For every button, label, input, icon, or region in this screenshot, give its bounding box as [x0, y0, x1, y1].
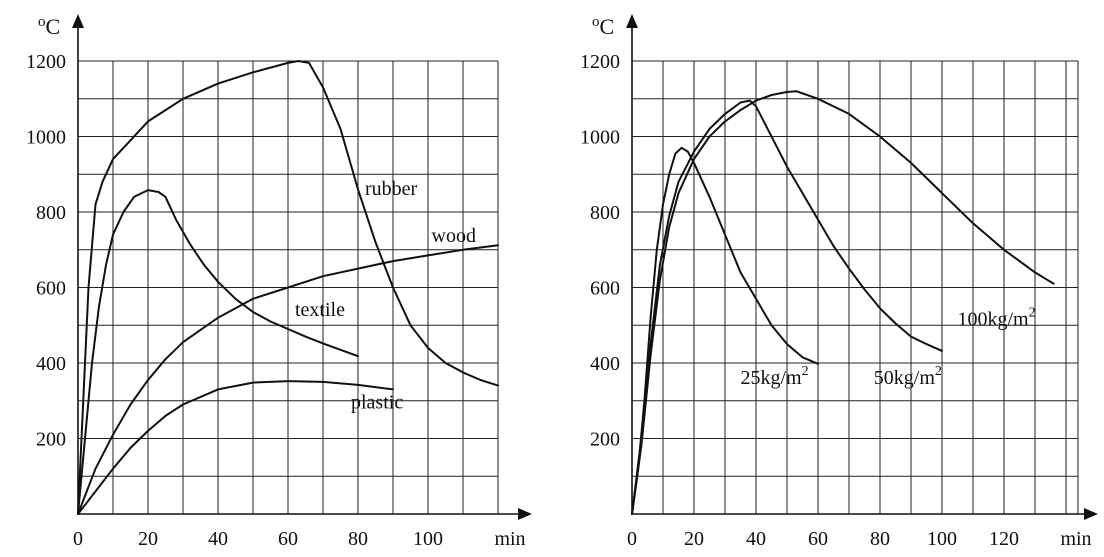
left-x-tick-label: 80	[348, 528, 368, 550]
left-y-tick-label: 1000	[26, 127, 66, 149]
left-series-label-text: plastic	[351, 391, 403, 413]
right-y-tick-label: 600	[590, 278, 620, 300]
left-y-tick-label: 200	[36, 429, 66, 451]
left-series-wood	[77, 244, 499, 515]
left-series-label: rubber	[365, 178, 418, 200]
left-x-tick-label: 0	[73, 528, 83, 550]
right-series-label: 100kg/m2	[958, 305, 1036, 330]
left-y-tick-label: 800	[36, 202, 66, 224]
left-x-tick-label: 40	[208, 528, 228, 550]
right-series-label-super: 2	[802, 364, 809, 379]
right-grid	[632, 60, 1079, 514]
left-series-rubber	[77, 60, 499, 515]
right-x-axis-arrow-icon	[1084, 508, 1098, 520]
left-series-label: textile	[295, 299, 345, 321]
left-series-plastic	[77, 380, 394, 515]
left-y-tick-label: 400	[36, 353, 66, 375]
right-x-tick-label: 80	[870, 528, 890, 550]
right-x-tick-label: 40	[746, 528, 766, 550]
right-y-axis-label-main: C	[600, 14, 615, 39]
right-x-tick-label: 100	[927, 528, 957, 550]
left-x-axis-label: min	[494, 528, 525, 550]
right-series-label-super: 2	[1029, 305, 1036, 320]
right-y-tick-label: 800	[590, 202, 620, 224]
left-x-axis-arrow-icon	[518, 508, 532, 520]
left-series-label-text: wood	[432, 225, 476, 247]
right-x-tick-label: 120	[989, 528, 1019, 550]
right-y-tick-label: 400	[590, 353, 620, 375]
left-series-label-text: rubber	[365, 178, 418, 200]
right-series-50kg-m2	[631, 99, 943, 515]
right-y-axis-label: oC	[592, 14, 614, 39]
left-y-axis-label-main: C	[46, 14, 61, 39]
left-series-label: wood	[432, 225, 476, 247]
left-series-textile	[77, 189, 359, 515]
left-x-tick-label: 20	[138, 528, 158, 550]
left-x-tick-label: 100	[413, 528, 443, 550]
left-y-axis-label-super: o	[38, 14, 46, 30]
right-series-label: 25kg/m2	[741, 364, 809, 389]
right-series-100kg-m2	[631, 90, 1055, 515]
left-series-label: plastic	[351, 391, 403, 413]
right-y-axis-label-super: o	[592, 14, 600, 30]
left-series-label-text: textile	[295, 299, 345, 321]
right-x-tick-label: 20	[684, 528, 704, 550]
right-x-tick-label: 0	[627, 528, 637, 550]
right-series-label-text: 25kg/m	[741, 367, 803, 389]
right-series-label-text: 100kg/m	[958, 308, 1030, 330]
right-x-axis-label: min	[1060, 528, 1091, 550]
right-series-label: 50kg/m2	[874, 364, 942, 389]
right-series-label-text: 50kg/m	[874, 367, 936, 389]
right-series-25kg-m-2	[631, 146, 819, 515]
left-x-tick-label: 60	[278, 528, 298, 550]
right-y-axis-arrow-icon	[626, 14, 638, 28]
right-series-label-super: 2	[935, 364, 942, 379]
left-y-tick-label: 600	[36, 278, 66, 300]
left-y-axis-arrow-icon	[72, 14, 84, 28]
left-y-axis-label: oC	[38, 14, 60, 39]
right-y-tick-label: 200	[590, 429, 620, 451]
right-y-tick-label: 1000	[580, 127, 620, 149]
left-y-tick-label: 1200	[26, 51, 66, 73]
right-y-tick-label: 1200	[580, 51, 620, 73]
right-x-tick-label: 60	[808, 528, 828, 550]
